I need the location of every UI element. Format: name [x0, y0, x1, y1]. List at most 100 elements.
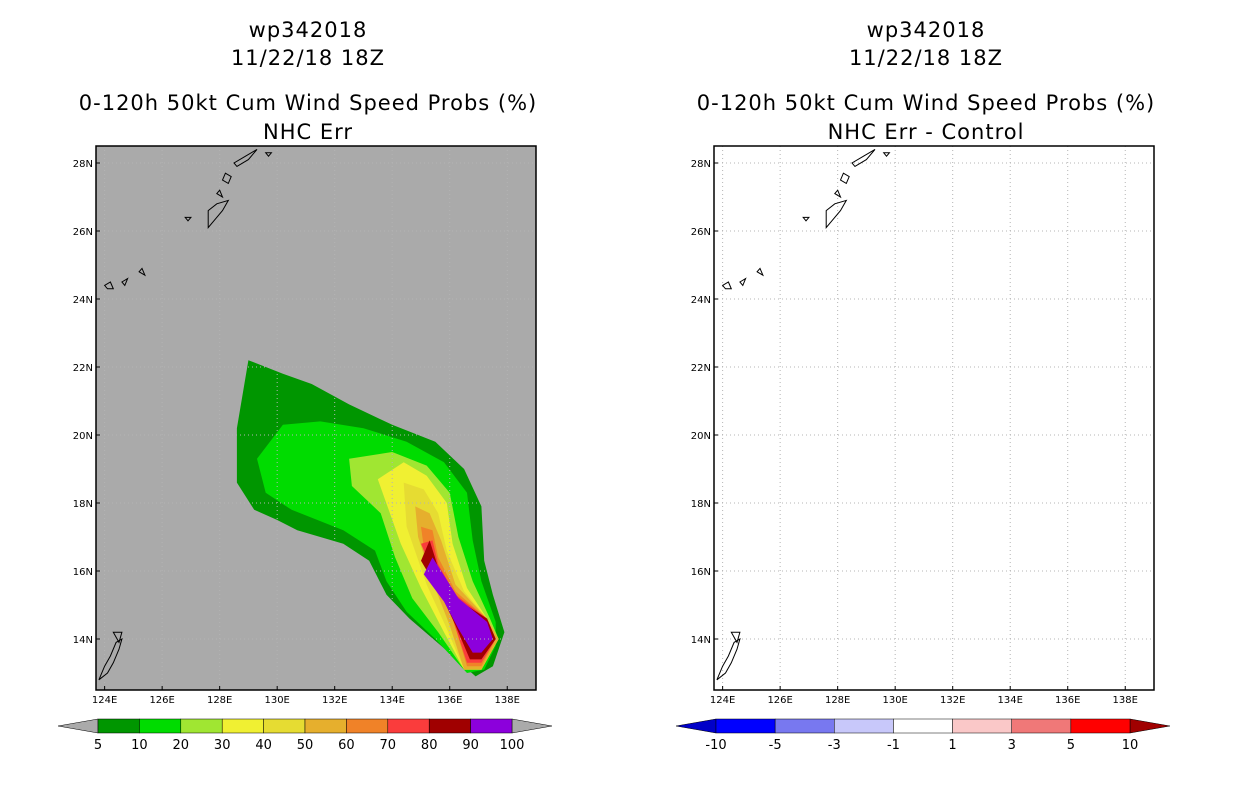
coastline	[825, 199, 848, 229]
coastline	[839, 172, 850, 185]
x-tick-label: 134E	[998, 695, 1023, 706]
x-tick-label: 132E	[322, 695, 347, 706]
colorbar-label: 50	[297, 738, 314, 753]
x-tick-label: 134E	[380, 695, 405, 706]
colorbar-box	[1070, 718, 1131, 734]
coastline	[98, 637, 123, 681]
colorbar-label: -1	[887, 738, 900, 753]
y-tick-label: 20N	[691, 431, 711, 442]
coastline	[730, 631, 741, 644]
x-tick-label: 130E	[882, 695, 907, 706]
colorbar-box	[834, 718, 894, 734]
right-title-storm: wp342018	[866, 18, 986, 42]
coastline	[721, 281, 733, 290]
colorbar-tip-low	[57, 718, 99, 734]
x-tick-label: 124E	[92, 695, 117, 706]
coastline	[216, 189, 224, 199]
colorbar-label: 90	[462, 738, 479, 753]
y-tick-label: 20N	[73, 431, 93, 442]
coastline	[184, 216, 192, 222]
colorbar-label: 100	[500, 738, 525, 753]
x-tick-label: 136E	[437, 695, 462, 706]
colorbar-label: 70	[380, 738, 397, 753]
colorbar-box	[180, 718, 223, 734]
colorbar-label: 20	[173, 738, 190, 753]
coastline	[264, 152, 273, 157]
colorbar-box	[387, 718, 430, 734]
y-tick-label: 16N	[691, 567, 711, 578]
x-tick-label: 132E	[940, 695, 965, 706]
x-tick-label: 124E	[710, 695, 735, 706]
colorbar-label: 60	[338, 738, 355, 753]
left-title-product: 0-120h 50kt Cum Wind Speed Probs (%)	[78, 91, 538, 115]
map-background	[714, 146, 1154, 690]
coastline	[882, 152, 891, 157]
colorbar-box	[304, 718, 347, 734]
y-tick-label: 22N	[73, 363, 93, 374]
y-tick-label: 22N	[691, 363, 711, 374]
colorbar-box	[952, 718, 1012, 734]
panel-0: 124E 126E 128E 130E 132E 134E 136E 138E 14N 16N 18…	[73, 145, 537, 706]
colorbar-label: -5	[769, 738, 782, 753]
coastline	[112, 631, 123, 644]
map-frame	[95, 145, 537, 691]
colorbar-label: 10	[1122, 738, 1139, 753]
right-title-time: 11/22/18 18Z	[848, 46, 1004, 70]
colorbar-box	[428, 718, 471, 734]
contour-90	[423, 557, 493, 653]
colorbar-box	[715, 718, 776, 734]
coastline	[739, 277, 747, 287]
coastline	[138, 267, 146, 277]
y-tick-label: 16N	[73, 567, 93, 578]
panel-1: 124E 126E 128E 130E 132E 134E 136E 138E 14N 16N 18…	[691, 145, 1155, 706]
x-tick-label: 128E	[207, 695, 232, 706]
colorbar-label: 80	[421, 738, 438, 753]
y-tick-label: 26N	[691, 227, 711, 238]
right-title-product: 0-120h 50kt Cum Wind Speed Probs (%)	[696, 91, 1156, 115]
colorbar-box	[893, 718, 953, 734]
y-tick-label: 18N	[691, 499, 711, 510]
x-tick-label: 130E	[264, 695, 289, 706]
y-tick-label: 28N	[73, 159, 93, 170]
coastline	[834, 189, 842, 199]
y-tick-label: 24N	[691, 295, 711, 306]
coastline	[716, 637, 741, 681]
left-title-time: 11/22/18 18Z	[230, 46, 386, 70]
coastline	[103, 281, 115, 290]
colorbar-label: 40	[255, 738, 272, 753]
colorbar: -10 -5 -3 -1 1 3 5 10	[675, 718, 1171, 753]
colorbar-label: 3	[1008, 738, 1016, 753]
map-frame	[713, 145, 1155, 691]
x-tick-label: 128E	[825, 695, 850, 706]
colorbar-tip-low	[675, 718, 717, 734]
y-tick-label: 24N	[73, 295, 93, 306]
colorbar-label: 5	[94, 738, 102, 753]
colorbar-box	[774, 718, 835, 734]
colorbar-tip-high	[1129, 718, 1171, 734]
colorbar-label: 5	[1067, 738, 1075, 753]
coastline	[233, 148, 258, 168]
colorbar-label: 10	[131, 738, 148, 753]
colorbar-box	[346, 718, 389, 734]
x-tick-label: 138E	[495, 695, 520, 706]
y-tick-label: 14N	[691, 635, 711, 646]
colorbar-box	[1011, 718, 1072, 734]
colorbar-label: -3	[828, 738, 841, 753]
x-tick-label: 138E	[1113, 695, 1138, 706]
y-tick-label: 18N	[73, 499, 93, 510]
coastline	[207, 199, 230, 229]
coastline	[802, 216, 810, 222]
y-tick-label: 14N	[73, 635, 93, 646]
colorbar-box	[221, 718, 264, 734]
colorbar-box	[263, 718, 306, 734]
left-title-storm: wp342018	[248, 18, 368, 42]
coastline	[756, 267, 764, 277]
colorbar-box	[470, 718, 513, 734]
right-title-model: NHC Err - Control	[827, 120, 1025, 144]
colorbar-label: 1	[948, 738, 956, 753]
colorbar-box	[139, 718, 182, 734]
colorbar-label: -10	[705, 738, 726, 753]
x-tick-label: 136E	[1055, 695, 1080, 706]
y-tick-label: 26N	[73, 227, 93, 238]
